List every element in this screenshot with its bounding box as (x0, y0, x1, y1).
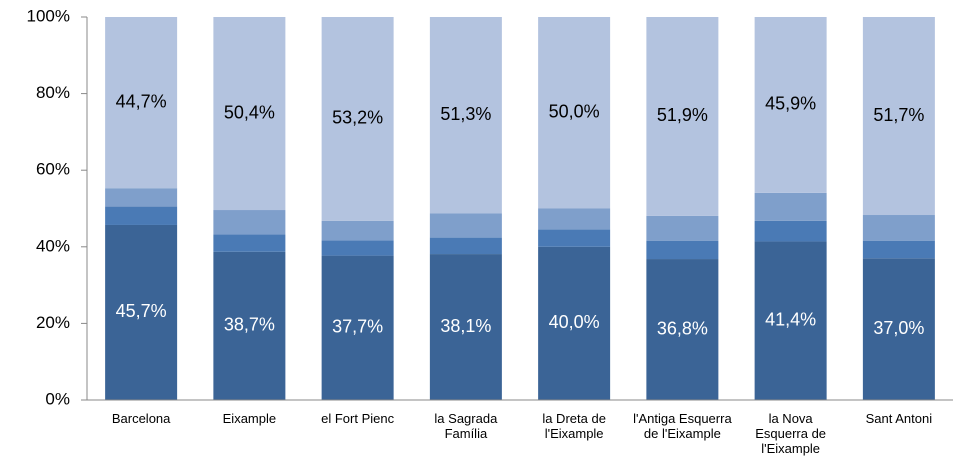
bar-segment (105, 188, 178, 207)
bar-segment (862, 17, 935, 216)
value-label: 44,7% (116, 91, 167, 111)
bar-segment (646, 240, 719, 260)
value-label: 45,7% (116, 301, 167, 321)
x-tick-label: la Nova Esquerra de l'Eixample (755, 411, 827, 456)
bar-segment (321, 240, 394, 256)
y-tick-label: 100% (27, 6, 70, 25)
value-label: 38,7% (224, 315, 275, 335)
bar-segment (862, 215, 935, 241)
x-tick-label: el Fort Pienc (321, 411, 395, 426)
value-label: 50,4% (224, 102, 275, 122)
value-label: 51,7% (873, 105, 924, 125)
value-label: 51,3% (440, 104, 491, 124)
value-label: 51,9% (657, 105, 708, 125)
bar-segment (321, 255, 394, 400)
bar-segment (213, 17, 286, 211)
value-label: 41,4% (765, 309, 816, 329)
value-label: 37,7% (332, 317, 383, 337)
bar-segment (105, 224, 178, 400)
bar-segment (754, 220, 827, 242)
bar-segment (105, 206, 178, 225)
bar-segment (754, 192, 827, 221)
bar-segment (754, 241, 827, 400)
y-tick-label: 40% (36, 236, 70, 255)
bar-segment (862, 240, 935, 259)
value-label: 53,2% (332, 108, 383, 128)
value-label: 36,8% (657, 318, 708, 338)
bar-segment (538, 229, 611, 247)
bar-segment (862, 258, 935, 400)
value-label: 45,9% (765, 94, 816, 114)
x-tick-label: Eixample (222, 411, 277, 426)
x-tick-label: la Dreta de l'Eixample (542, 411, 606, 441)
bar-segment (538, 246, 611, 400)
bar-segment (538, 17, 611, 209)
value-label: 38,1% (440, 316, 491, 336)
y-tick-label: 20% (36, 313, 70, 332)
bar-segment (754, 17, 827, 193)
bar-segment (429, 237, 502, 255)
x-tick-label: Barcelona (111, 411, 171, 426)
bar-segment (321, 17, 394, 221)
x-tick-label: l'Antiga Esquerra de l'Eixample (633, 411, 732, 441)
bar-segment (429, 254, 502, 400)
y-tick-label: 60% (36, 160, 70, 179)
bar-segment (429, 213, 502, 238)
bar-segment (321, 220, 394, 241)
bar-segment (213, 210, 286, 235)
x-tick-label: la Sagrada Família (434, 411, 498, 441)
bar-segment (105, 17, 178, 189)
bar-segment (646, 17, 719, 216)
bar-segment (213, 251, 286, 400)
bar-segment (213, 234, 286, 252)
bar-segment (429, 17, 502, 214)
y-tick-label: 80% (36, 83, 70, 102)
bar-segment (538, 208, 611, 230)
y-tick-label: 0% (45, 389, 70, 408)
value-label: 40,0% (549, 312, 600, 332)
x-tick-label: Sant Antoni (865, 411, 933, 426)
value-label: 50,0% (549, 102, 600, 122)
bar-segment (646, 259, 719, 400)
bar-segment (646, 215, 719, 241)
value-label: 37,0% (873, 318, 924, 338)
